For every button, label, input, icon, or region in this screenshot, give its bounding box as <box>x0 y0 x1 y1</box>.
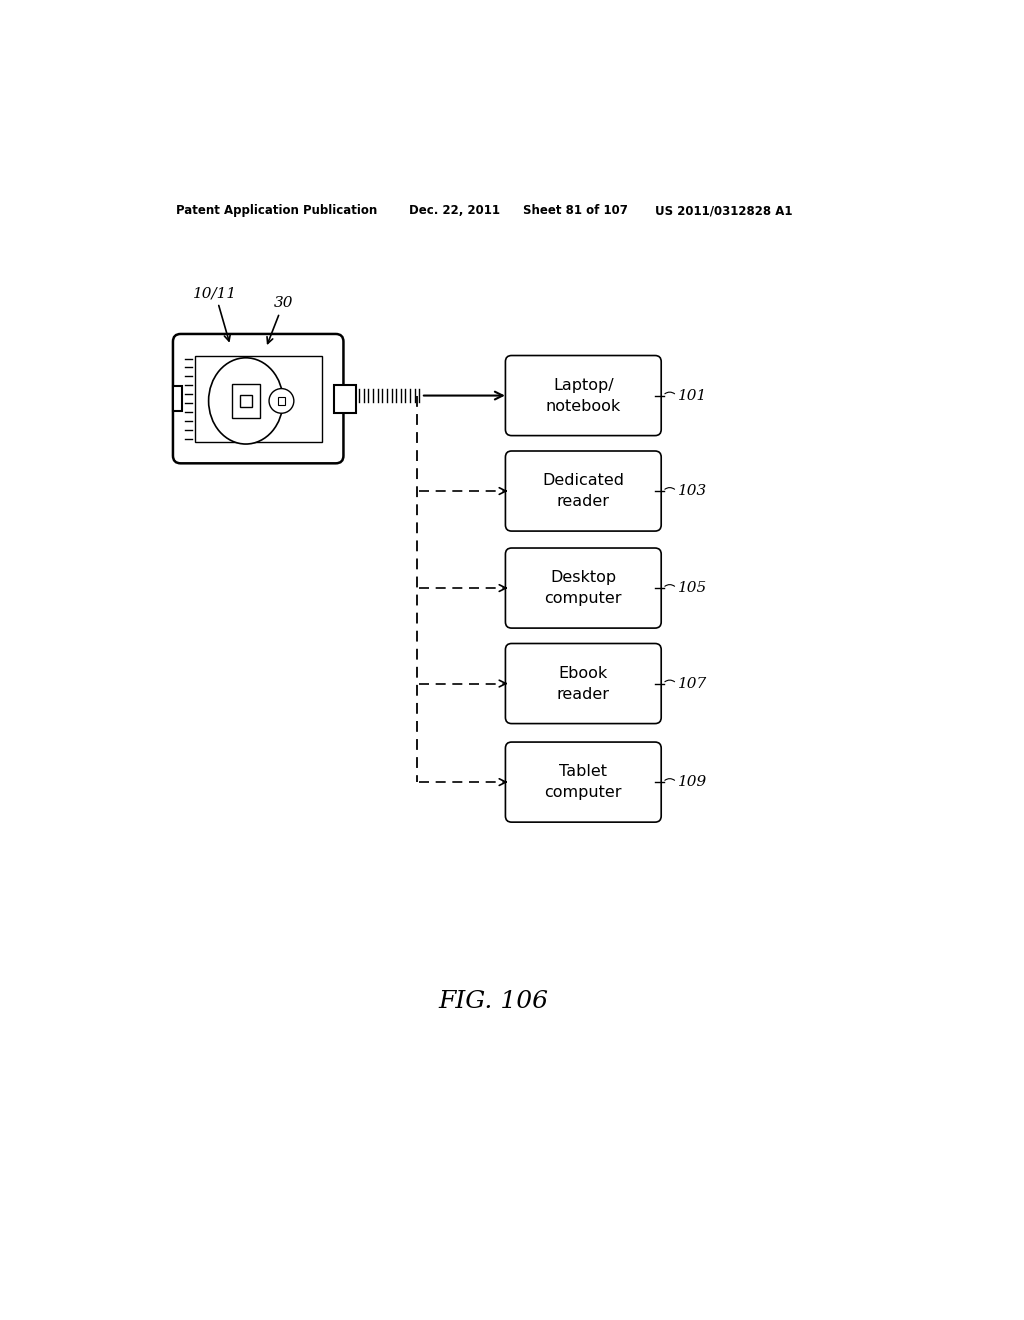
Text: Dec. 22, 2011: Dec. 22, 2011 <box>409 205 500 218</box>
FancyBboxPatch shape <box>334 385 356 412</box>
Text: 107: 107 <box>678 677 708 690</box>
FancyBboxPatch shape <box>506 548 662 628</box>
Text: 105: 105 <box>678 581 708 595</box>
Text: US 2011/0312828 A1: US 2011/0312828 A1 <box>655 205 793 218</box>
Text: Tablet
computer: Tablet computer <box>545 764 622 800</box>
FancyBboxPatch shape <box>278 397 286 405</box>
FancyBboxPatch shape <box>506 451 662 531</box>
FancyBboxPatch shape <box>506 742 662 822</box>
Text: Sheet 81 of 107: Sheet 81 of 107 <box>523 205 628 218</box>
Text: 103: 103 <box>678 484 708 498</box>
FancyBboxPatch shape <box>231 384 260 418</box>
Text: 101: 101 <box>678 388 708 403</box>
Text: 10/11: 10/11 <box>194 286 238 341</box>
Text: FIG. 106: FIG. 106 <box>438 990 548 1012</box>
Ellipse shape <box>209 358 283 444</box>
Text: Ebook
reader: Ebook reader <box>557 665 610 701</box>
FancyBboxPatch shape <box>173 387 182 411</box>
FancyBboxPatch shape <box>195 355 322 442</box>
FancyBboxPatch shape <box>240 395 252 407</box>
Text: Laptop/
notebook: Laptop/ notebook <box>546 378 621 413</box>
FancyBboxPatch shape <box>506 644 662 723</box>
Text: Dedicated
reader: Dedicated reader <box>543 473 625 510</box>
Text: Desktop
computer: Desktop computer <box>545 570 622 606</box>
FancyBboxPatch shape <box>173 334 343 463</box>
Text: 30: 30 <box>267 296 293 343</box>
Text: Patent Application Publication: Patent Application Publication <box>176 205 377 218</box>
Ellipse shape <box>269 388 294 413</box>
FancyBboxPatch shape <box>506 355 662 436</box>
Text: 109: 109 <box>678 775 708 789</box>
